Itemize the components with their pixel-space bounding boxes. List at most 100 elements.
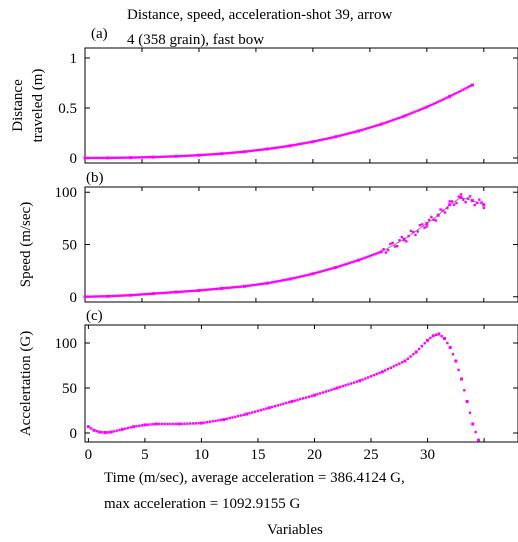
trace-dot: [332, 266, 335, 270]
trace-dot: [138, 293, 141, 296]
trace-dot: [97, 156, 100, 160]
trace-dot: [369, 375, 373, 378]
trace-dot: [437, 213, 440, 217]
trace-dot: [439, 208, 442, 211]
trace-dot: [330, 388, 333, 391]
trace-dot: [124, 156, 128, 159]
trace-dot: [261, 282, 264, 286]
x-tick-label: 0: [85, 447, 93, 463]
y-axis-label: Accelertation (G): [18, 331, 34, 436]
trace-dot: [225, 286, 228, 290]
trace-dot: [329, 267, 333, 270]
trace-dot: [245, 284, 249, 288]
trace-dot: [343, 263, 346, 266]
trace-dot: [368, 254, 372, 258]
trace-dot: [302, 142, 305, 145]
trace-dot: [263, 282, 267, 285]
trace-dot: [179, 154, 182, 158]
trace-dot: [152, 423, 155, 426]
trace-dot: [156, 292, 160, 295]
trace-dot: [434, 333, 438, 337]
trace-dot: [186, 154, 189, 157]
trace-dot: [293, 399, 296, 402]
trace-dot: [375, 372, 378, 376]
trace-dot: [471, 199, 474, 202]
trace-dot: [299, 397, 302, 401]
trace-dot: [127, 294, 130, 297]
trace-dot: [327, 137, 331, 140]
trace-dot: [454, 359, 458, 363]
trace-dot: [234, 151, 237, 154]
trace-dot: [332, 136, 335, 139]
trace-dot: [102, 156, 105, 160]
trace-dot: [382, 248, 385, 251]
trace-dot: [174, 422, 178, 426]
trace-dot: [304, 274, 308, 277]
trace-dot: [163, 422, 166, 426]
trace-dot: [298, 142, 301, 146]
trace-dot: [193, 154, 196, 157]
trace-dot: [400, 361, 404, 364]
trace-dot: [163, 291, 166, 295]
trace-dot: [166, 422, 169, 426]
trace-dot: [186, 422, 189, 425]
trace-dot: [468, 84, 472, 88]
trace-dot: [120, 156, 123, 159]
trace-dot: [277, 279, 280, 283]
trace-dot: [129, 426, 132, 429]
trace-dot: [466, 197, 470, 200]
trace-dot: [120, 294, 123, 297]
trace-dot: [165, 291, 169, 294]
trace-dot: [311, 140, 315, 143]
trace-dot: [190, 154, 194, 157]
trace-dot: [430, 103, 433, 107]
trace-dot: [468, 195, 472, 198]
trace-dot: [211, 288, 214, 291]
trace-dot: [427, 104, 431, 108]
trace-dot: [243, 285, 246, 288]
trace-dot: [323, 138, 326, 141]
trace-dot: [405, 240, 408, 243]
trace-dot: [457, 90, 460, 94]
y-tick-label: 0: [70, 426, 78, 442]
trace-dot: [288, 277, 292, 281]
y-tick-label: 0: [70, 151, 78, 167]
trace-dot: [115, 294, 119, 298]
trace-dot: [386, 248, 390, 252]
trace-dot: [111, 156, 114, 160]
y-tick-label: 100: [55, 336, 78, 352]
trace-dot: [259, 148, 262, 152]
data-point: [482, 203, 486, 207]
trace-dot: [262, 408, 265, 411]
trace-dot: [131, 293, 135, 297]
trace-dot: [181, 290, 185, 293]
trace-dot: [457, 195, 460, 198]
trace-dot: [118, 428, 121, 432]
y-axis-label: traveled (m): [30, 69, 46, 143]
trace-dot: [179, 290, 182, 293]
trace-dot: [320, 138, 324, 141]
trace-dot: [304, 141, 308, 145]
trace-dot: [161, 291, 164, 295]
trace-dot: [459, 193, 463, 196]
trace-dot: [126, 426, 130, 430]
trace-dot: [437, 100, 440, 103]
trace-dot: [471, 422, 474, 426]
trace-dot: [323, 269, 326, 272]
trace-dot: [432, 334, 435, 337]
trace-dot: [329, 136, 333, 139]
trace-dot: [188, 289, 192, 293]
trace-dot: [92, 429, 96, 432]
trace-dot: [206, 288, 210, 291]
trace-dot: [268, 406, 271, 409]
trace-dot: [131, 156, 135, 159]
trace-dot: [429, 336, 432, 340]
trace-dot: [364, 256, 367, 259]
trace-dot: [409, 112, 413, 115]
trace-dot: [205, 421, 209, 424]
trace-dot: [154, 292, 157, 295]
trace-dot: [311, 272, 315, 275]
trace-dot: [291, 144, 294, 147]
trace-dot: [143, 293, 146, 296]
trace-dot: [361, 257, 365, 260]
